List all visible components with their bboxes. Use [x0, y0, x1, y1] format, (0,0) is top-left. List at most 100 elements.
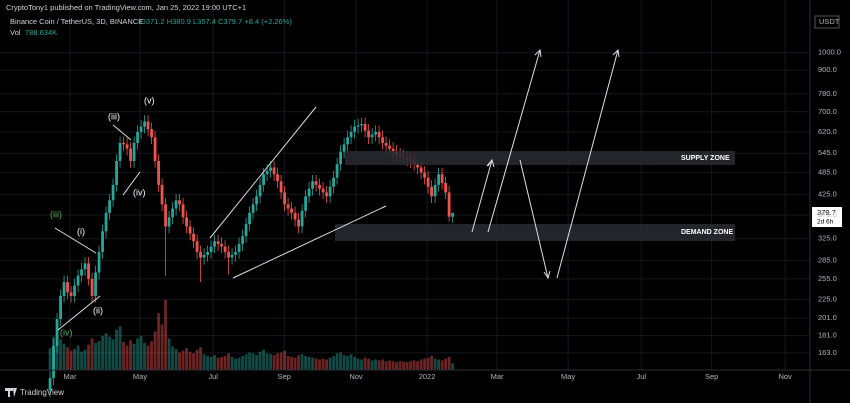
volume-bar — [251, 353, 255, 370]
volume-bar — [234, 358, 237, 370]
candle-body — [265, 170, 269, 175]
byline: CryptoTony1 published on TradingView.com… — [6, 3, 246, 12]
wave-label: (iii) — [50, 209, 62, 219]
candle-body — [80, 269, 83, 276]
volume-bar — [402, 361, 405, 370]
candle-body — [241, 236, 244, 244]
volume-bar — [167, 338, 171, 370]
arrow-head — [612, 48, 620, 58]
volume-bar — [171, 346, 174, 370]
x-tick-label: Nov — [778, 372, 792, 381]
volume-bar — [80, 351, 83, 370]
candle-body — [223, 246, 227, 252]
volume-bar — [276, 353, 279, 370]
price-box — [812, 207, 842, 227]
volume-bar — [307, 356, 311, 370]
volume-bar — [325, 359, 328, 370]
volume-bar — [258, 351, 262, 370]
candle-body — [157, 160, 160, 185]
candle-body — [188, 226, 192, 234]
candle-body — [87, 263, 90, 279]
candle-body — [73, 285, 76, 296]
candle-body — [447, 192, 451, 217]
candle-body — [185, 217, 188, 227]
candle-body — [62, 282, 66, 296]
symbol: Binance Coin / TetherUS, 3D, BINANCE — [10, 17, 143, 26]
candle-body — [384, 142, 388, 146]
candle-body — [108, 200, 111, 213]
trend-lines — [54, 48, 620, 331]
volume-bar — [209, 356, 213, 370]
candle-body — [360, 124, 363, 126]
candle-body — [451, 212, 455, 217]
trend-line — [57, 295, 101, 331]
candle-body — [416, 164, 420, 168]
vol-value: 788.634K — [25, 28, 57, 37]
candle-body — [419, 167, 423, 173]
volume-bar — [395, 362, 398, 370]
last-price: 379.7 — [817, 208, 836, 217]
y-tick-label: 163.0 — [818, 348, 837, 357]
candle-body — [199, 251, 202, 258]
candle-body — [426, 177, 430, 187]
volume-bar — [339, 352, 342, 370]
candle-body — [349, 131, 353, 138]
trend-line — [112, 124, 132, 141]
volume-bar — [311, 357, 314, 370]
volume-bar — [146, 345, 150, 370]
volume-bar — [115, 329, 118, 370]
volume-bar — [440, 360, 444, 370]
volume-bar — [94, 342, 97, 370]
candle-body — [206, 251, 209, 255]
vol-title: Vol — [10, 28, 21, 37]
volume-bar — [318, 359, 321, 370]
volume-bar — [283, 350, 286, 370]
candle-body — [209, 246, 213, 252]
supply-zone — [345, 151, 735, 165]
volume-bar — [262, 349, 265, 370]
candle-body — [339, 151, 342, 165]
candle-body — [237, 243, 241, 252]
y-tick-label: 201.0 — [818, 313, 837, 322]
volume-bar — [76, 345, 80, 370]
candle-body — [174, 200, 178, 209]
candle-body — [143, 121, 146, 127]
volume-bar — [66, 347, 69, 370]
trend-line — [232, 205, 387, 279]
volume-bar — [181, 350, 185, 370]
wave-label: (iv) — [133, 187, 146, 197]
ohlc: O371.2 H380.9 L357.4 C379.7 +8.4 (+2.26%… — [140, 17, 292, 26]
candle-body — [370, 134, 374, 138]
candle-body — [202, 254, 206, 258]
candle-body — [321, 188, 325, 193]
candle-body — [353, 126, 356, 132]
volume-bar — [202, 354, 206, 370]
volume-bar — [391, 361, 395, 370]
candle-body — [83, 263, 87, 270]
y-tick-label: 425.0 — [818, 189, 837, 198]
candle-body — [444, 183, 448, 193]
candle-body — [94, 272, 97, 296]
candle-body — [262, 174, 265, 185]
wave-label: (ii) — [93, 305, 103, 315]
candle-body — [111, 184, 115, 201]
volume-bar — [430, 356, 434, 370]
candle-body — [307, 188, 311, 197]
candle-body — [293, 212, 297, 220]
candle-body — [216, 241, 220, 244]
x-tick-label: Mar — [491, 372, 504, 381]
candle-body — [430, 186, 434, 197]
volume-bar — [426, 357, 430, 370]
volume-bar — [157, 313, 160, 370]
x-tick-label: 2022 — [419, 372, 436, 381]
volume-bar — [451, 363, 455, 370]
volume-bar — [101, 335, 104, 370]
volume-bar — [304, 356, 307, 370]
candle-body — [90, 278, 94, 296]
candle-body — [192, 233, 195, 242]
volume-bar — [363, 357, 367, 370]
y-tick-label: 225.0 — [818, 295, 837, 304]
y-tick-label: 900.0 — [818, 65, 837, 74]
candle-body — [129, 148, 132, 161]
